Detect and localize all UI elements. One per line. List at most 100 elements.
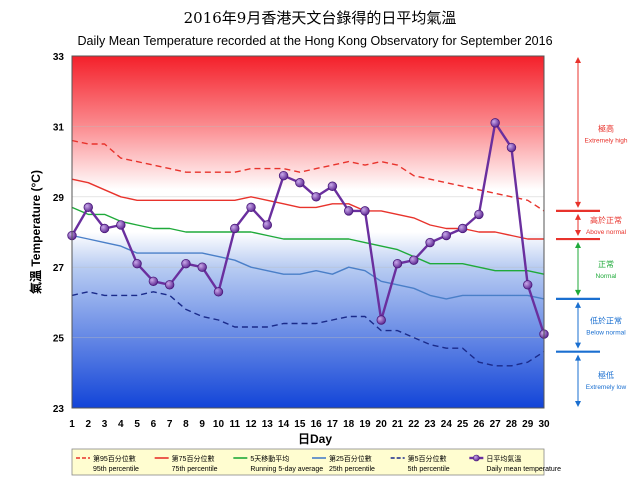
arrow-head-down	[575, 201, 581, 208]
data-point	[327, 181, 338, 191]
y-axis-label: 氣溫 Temperature (°C)	[28, 170, 43, 294]
arrow-head-down	[575, 289, 581, 296]
legend-label-en: 25th percentile	[329, 466, 375, 473]
x-tick-label: 11	[229, 419, 240, 430]
legend-label-zh: 第95百分位數	[93, 454, 136, 463]
x-tick-label: 23	[425, 419, 437, 430]
x-tick-label: 1	[69, 419, 75, 430]
plot-background	[72, 56, 544, 408]
legend-label-zh: 第75百分位數	[172, 454, 215, 463]
category-label-en: Below normal	[586, 329, 626, 336]
range-extremely-low	[575, 354, 581, 407]
arrow-head-down	[575, 342, 581, 349]
legend-label-en: Daily mean temperature	[486, 466, 561, 473]
data-point	[246, 202, 256, 213]
x-tick-label: 16	[311, 419, 323, 430]
x-tick-label: 21	[392, 419, 404, 430]
x-tick-label: 12	[245, 419, 257, 430]
data-point	[197, 262, 207, 272]
legend-label-en: 95th percentile	[93, 466, 139, 473]
data-point	[490, 118, 500, 128]
grid-lines	[72, 126, 544, 338]
series-line-3	[71, 234, 545, 300]
x-tick-label: 30	[538, 419, 550, 430]
legend-label-zh: 日平均氣溫	[486, 454, 521, 463]
data-point	[360, 206, 370, 216]
x-tick-label: 18	[343, 419, 355, 430]
category-label-en: Extremely high	[585, 137, 628, 144]
x-tick-label: 13	[262, 419, 274, 430]
arrow-head-down	[575, 230, 581, 237]
plot-frame	[71, 55, 545, 409]
y-tick-label: 29	[53, 193, 65, 204]
x-tick-label: 22	[408, 419, 420, 430]
data-point	[376, 315, 386, 325]
y-tick-label: 31	[53, 122, 65, 133]
data-point	[343, 206, 354, 216]
category-label-en: Normal	[596, 273, 618, 280]
category-panel: 極高 Extremely high 高於正常 Above normal 正常 Normal…	[556, 57, 628, 407]
data-point	[262, 220, 273, 230]
category-label-zh: 低於正常	[590, 315, 622, 325]
arrow-head-up	[575, 242, 581, 249]
data-point	[230, 223, 240, 234]
data-point	[164, 280, 175, 290]
x-tick-label: 17	[327, 419, 339, 430]
x-tick-label: 24	[441, 419, 453, 430]
x-tick-label: 27	[490, 419, 502, 430]
arrow-head-up	[575, 301, 581, 308]
arrow-head-up	[575, 57, 581, 63]
x-tick-label: 10	[213, 419, 225, 430]
data-point	[116, 220, 126, 230]
x-tick-label: 14	[278, 419, 290, 430]
data-point	[409, 255, 419, 265]
legend-label-zh: 第5百分位數	[408, 454, 447, 463]
x-tick-label: 6	[151, 419, 157, 430]
x-axis-ticks: 1 2 3 4 5 6 7 8 9 10 11 12 13 14 15 16 17 18 19 20 21 22 23 24 2…	[69, 419, 550, 430]
x-tick-label: 26	[473, 419, 485, 430]
series-line-0	[71, 139, 545, 212]
data-point	[425, 237, 435, 248]
data-point	[523, 280, 533, 290]
series-layer	[67, 118, 549, 367]
x-tick-label: 2	[85, 419, 91, 430]
legend-label-en: 5th percentile	[408, 466, 450, 473]
category-label-zh: 極高	[598, 123, 614, 133]
y-tick-label: 25	[53, 334, 65, 345]
chart-title-zh: 2016年9月香港天文台錄得的日平均氣溫	[184, 9, 457, 27]
arrow-head-down	[575, 401, 581, 407]
y-tick-label: 27	[53, 263, 65, 274]
series-line-4	[71, 291, 545, 367]
chart-title-en: Daily Mean Temperature recorded at the H…	[77, 34, 552, 48]
range-above-normal	[575, 213, 581, 237]
legend: 第95百分位數 95th percentile 第75百分位數 75th percen…	[76, 454, 561, 473]
legend-label-zh: 第25百分位數	[329, 454, 372, 463]
x-tick-label: 7	[167, 419, 173, 430]
arrow-head-up	[575, 354, 581, 361]
data-point	[295, 178, 305, 188]
category-label-en: Extremely low	[586, 384, 627, 391]
data-point	[457, 223, 468, 234]
x-tick-label: 19	[359, 419, 371, 430]
data-point	[441, 230, 452, 241]
x-tick-label: 3	[102, 419, 108, 430]
category-label-zh: 正常	[598, 260, 614, 269]
x-tick-label: 9	[199, 419, 205, 430]
data-point	[213, 287, 224, 297]
x-tick-label: 4	[118, 419, 124, 430]
y-axis-ticks: 23 25 27 29 31 33	[53, 52, 65, 415]
x-axis-label: 日Day	[298, 432, 332, 446]
range-extremely-high	[575, 57, 581, 208]
x-tick-label: 29	[522, 419, 534, 430]
data-point	[311, 192, 321, 202]
legend-label-en: 75th percentile	[172, 466, 218, 473]
range-below-normal	[575, 301, 581, 349]
x-tick-label: 28	[506, 419, 518, 430]
data-point	[278, 170, 289, 181]
x-tick-label: 25	[457, 419, 469, 430]
arrow-head-up	[575, 213, 581, 220]
category-label-zh: 高於正常	[590, 215, 622, 225]
data-point	[181, 258, 191, 269]
data-point	[148, 276, 159, 286]
